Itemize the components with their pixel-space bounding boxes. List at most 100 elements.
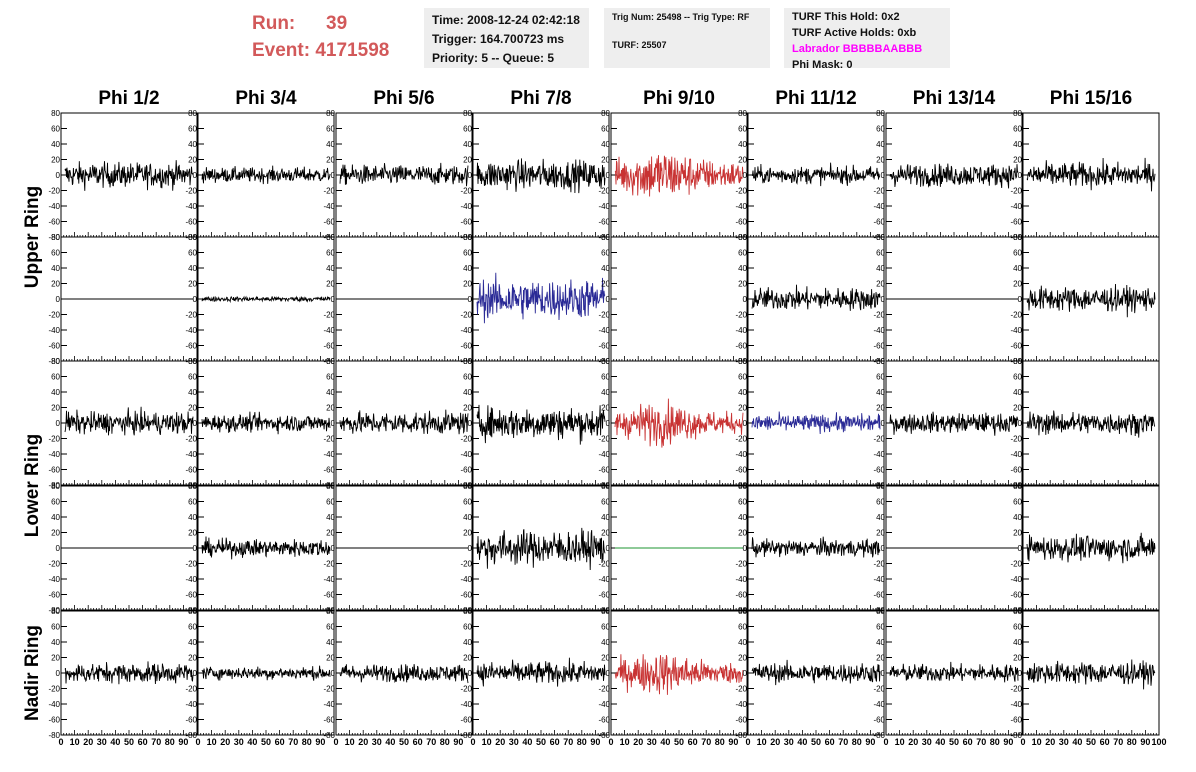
x-tick-label: 70 <box>563 737 573 747</box>
y-tick-label: 60 <box>326 373 335 382</box>
y-tick-label: 40 <box>463 388 472 397</box>
waveform-trace <box>64 406 194 436</box>
y-tick-label: 60 <box>1013 249 1022 258</box>
y-tick-label: -20 <box>185 560 197 569</box>
y-tick-label: 60 <box>601 623 610 632</box>
y-tick-label: 20 <box>738 280 747 289</box>
x-tick-label: 20 <box>358 737 368 747</box>
y-tick-label: 80 <box>1013 357 1022 366</box>
y-tick-label: -60 <box>1010 466 1022 475</box>
y-tick-label: 60 <box>876 249 885 258</box>
x-tick-label: 60 <box>825 737 835 747</box>
y-tick-label: 80 <box>326 233 335 242</box>
y-tick-label: 80 <box>463 109 472 118</box>
y-tick-label: -20 <box>598 685 610 694</box>
y-tick-label: -60 <box>1010 591 1022 600</box>
y-tick-label: 60 <box>188 125 197 134</box>
y-tick-label: -60 <box>48 342 60 351</box>
panel-frame <box>885 112 1023 238</box>
waveform-trace <box>751 536 881 558</box>
x-tick-label: 50 <box>124 737 134 747</box>
y-tick-label: -20 <box>323 311 335 320</box>
x-tick-label: 30 <box>234 737 244 747</box>
y-tick-label: -20 <box>48 435 60 444</box>
y-tick-label: 80 <box>876 607 885 616</box>
x-tick-label: 90 <box>865 737 875 747</box>
waveform-trace <box>476 657 606 687</box>
phi-mask-text: Phi Mask: 0 <box>792 59 853 71</box>
y-tick-label: 40 <box>738 388 747 397</box>
column-header: Phi 9/10 <box>643 88 715 109</box>
y-tick-label: 40 <box>51 264 60 273</box>
y-tick-label: 0 <box>1018 295 1023 304</box>
x-tick-label: 50 <box>674 737 684 747</box>
y-tick-label: -40 <box>598 326 610 335</box>
y-tick-label: -40 <box>873 450 885 459</box>
y-tick-label: -60 <box>735 218 747 227</box>
trig-info-box: Trig Num: 25498 -- Trig Type: RF TURF: 2… <box>604 8 770 68</box>
y-tick-label: -40 <box>598 450 610 459</box>
y-tick-label: -40 <box>185 326 197 335</box>
y-tick-label: -20 <box>873 311 885 320</box>
y-tick-label: -40 <box>873 202 885 211</box>
x-tick-label: 60 <box>1100 737 1110 747</box>
y-tick-label: 0 <box>193 669 198 678</box>
x-tick-label: 70 <box>976 737 986 747</box>
y-tick-label: 80 <box>738 233 747 242</box>
y-tick-label: -80 <box>48 233 60 242</box>
column-header: Phi 3/4 <box>235 88 297 109</box>
x-tick-label: 60 <box>963 737 973 747</box>
y-tick-label: 60 <box>601 249 610 258</box>
y-tick-label: -60 <box>185 591 197 600</box>
y-tick-label: -60 <box>1010 342 1022 351</box>
y-tick-label: -20 <box>1010 560 1022 569</box>
y-tick-label: 80 <box>876 357 885 366</box>
y-tick-label: -60 <box>185 466 197 475</box>
x-tick-label: 80 <box>990 737 1000 747</box>
x-tick-label: 20 <box>1045 737 1055 747</box>
waveform-trace <box>201 411 331 435</box>
y-tick-label: -20 <box>735 435 747 444</box>
y-tick-label: 80 <box>1013 233 1022 242</box>
x-tick-label: 50 <box>261 737 271 747</box>
y-tick-label: 0 <box>193 295 198 304</box>
y-tick-label: -20 <box>48 685 60 694</box>
y-tick-label: 20 <box>1013 280 1022 289</box>
y-tick-label: 60 <box>326 125 335 134</box>
y-tick-label: 80 <box>738 482 747 491</box>
x-tick-label: 30 <box>509 737 519 747</box>
y-tick-label: -20 <box>323 685 335 694</box>
event-value: 4171598 <box>315 40 390 61</box>
y-tick-label: -80 <box>735 731 747 740</box>
y-tick-label: -20 <box>873 685 885 694</box>
y-tick-label: -40 <box>735 326 747 335</box>
waveform-trace <box>1026 410 1156 438</box>
x-tick-label: 10 <box>895 737 905 747</box>
y-tick-label: -80 <box>1010 731 1022 740</box>
time-info-box: Time: 2008-12-24 02:42:18 Trigger: 164.7… <box>424 8 589 68</box>
y-tick-label: 40 <box>876 388 885 397</box>
y-tick-label: 80 <box>463 482 472 491</box>
y-tick-label: 0 <box>56 419 61 428</box>
x-tick-label: 20 <box>770 737 780 747</box>
y-tick-label: 60 <box>738 125 747 134</box>
priority-text: Priority: 5 -- Queue: 5 <box>432 51 555 65</box>
waveform-trace <box>201 295 331 304</box>
y-tick-label: 0 <box>606 171 611 180</box>
x-tick-label: 10 <box>70 737 80 747</box>
y-tick-label: -40 <box>735 575 747 584</box>
y-tick-label: 20 <box>463 404 472 413</box>
y-tick-label: -80 <box>48 357 60 366</box>
y-tick-label: 60 <box>1013 125 1022 134</box>
y-tick-label: 20 <box>601 404 610 413</box>
y-tick-label: 20 <box>1013 654 1022 663</box>
y-tick-label: -40 <box>185 450 197 459</box>
y-tick-label: 80 <box>876 109 885 118</box>
y-tick-label: -20 <box>598 311 610 320</box>
y-tick-label: 80 <box>463 233 472 242</box>
y-tick-label: 20 <box>463 156 472 165</box>
y-tick-label: -60 <box>185 342 197 351</box>
y-tick-label: 40 <box>876 264 885 273</box>
y-tick-label: -60 <box>598 466 610 475</box>
x-tick-label: 80 <box>440 737 450 747</box>
